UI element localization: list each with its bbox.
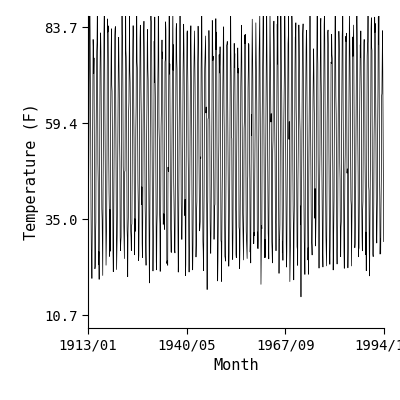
X-axis label: Month: Month [213,358,259,373]
Y-axis label: Temperature (F): Temperature (F) [24,104,38,240]
